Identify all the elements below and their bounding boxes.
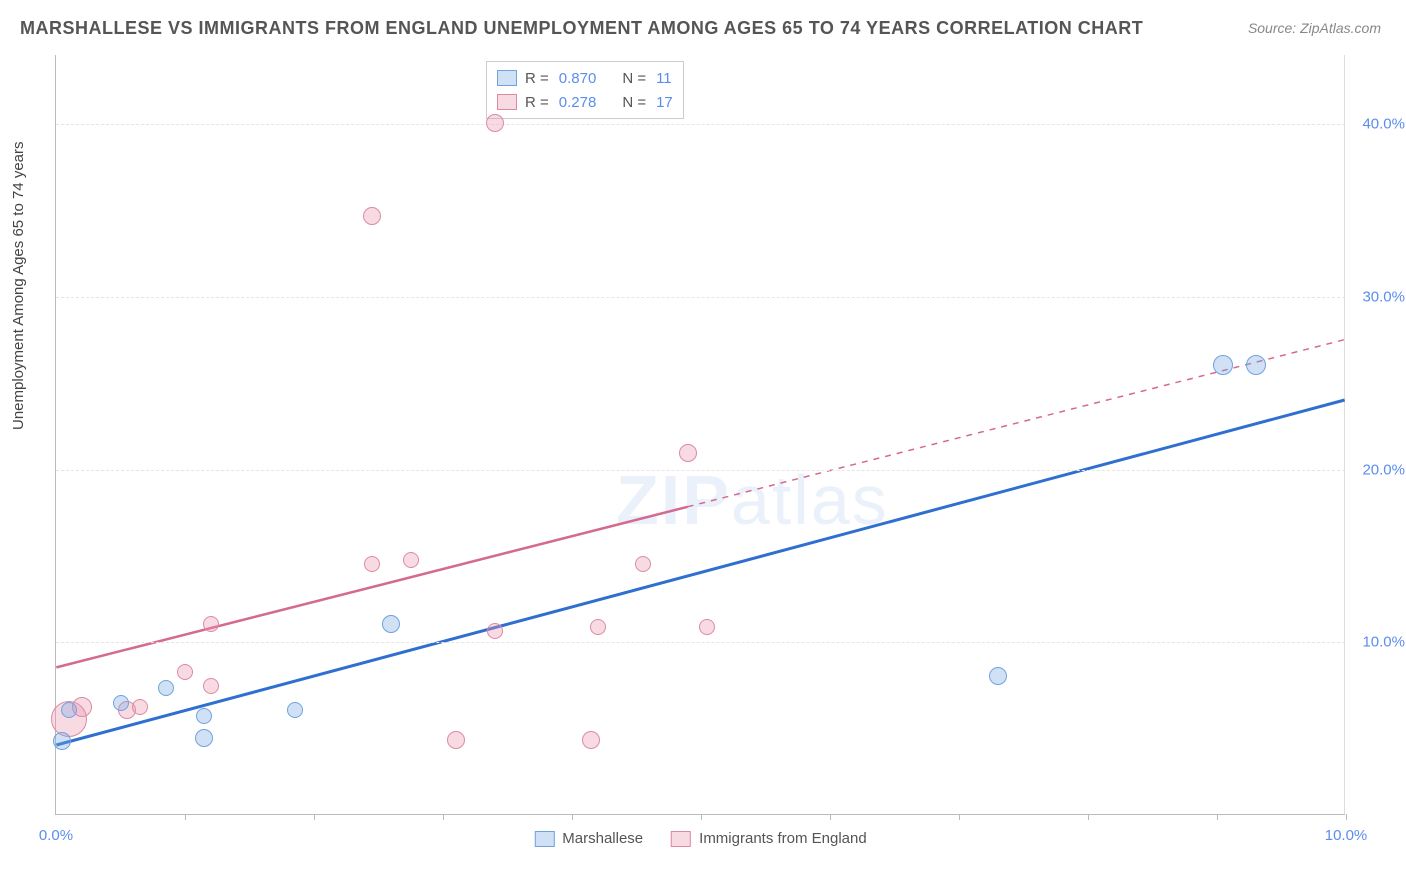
data-point [364,556,380,572]
data-point [203,678,219,694]
data-point [132,699,148,715]
x-tick [443,814,444,820]
data-point [582,731,600,749]
legend-n-label: N = [622,94,646,111]
x-tick [1088,814,1089,820]
data-point [196,708,212,724]
watermark-light: atlas [731,461,889,539]
legend-label: Immigrants from England [699,830,867,847]
gridline [56,470,1345,471]
legend-correlation: R = 0.870 N = 11 R = 0.278 N = 17 [486,61,684,119]
x-tick [314,814,315,820]
legend-swatch [497,70,517,86]
legend-swatch [671,831,691,847]
legend-n-label: N = [622,70,646,87]
data-point [699,619,715,635]
legend-r-label: R = [525,70,549,87]
trend-lines-layer [56,55,1345,814]
gridline [56,124,1345,125]
x-tick [185,814,186,820]
legend-item: Marshallese [534,830,643,847]
trend-line-solid [56,400,1344,745]
legend-r-value: 0.870 [559,70,597,87]
data-point [61,702,77,718]
data-point [679,444,697,462]
data-point [382,615,400,633]
legend-swatch [534,831,554,847]
legend-r-label: R = [525,94,549,111]
x-tick [1346,814,1347,820]
watermark-bold: ZIP [616,461,731,539]
watermark: ZIPatlas [616,460,889,540]
data-point [487,623,503,639]
legend-item: Immigrants from England [671,830,867,847]
legend-n-value: 17 [656,94,673,111]
legend-r-value: 0.278 [559,94,597,111]
legend-series: Marshallese Immigrants from England [534,830,866,847]
legend-label: Marshallese [562,830,643,847]
data-point [1213,355,1233,375]
data-point [363,207,381,225]
data-point [287,702,303,718]
data-point [447,731,465,749]
y-axis-title: Unemployment Among Ages 65 to 74 years [10,141,27,430]
data-point [590,619,606,635]
data-point [486,114,504,132]
data-point [113,695,129,711]
legend-row: R = 0.870 N = 11 [497,66,673,90]
y-tick-label: 20.0% [1362,461,1405,478]
x-tick [830,814,831,820]
gridline [56,297,1345,298]
data-point [203,616,219,632]
data-point [158,680,174,696]
legend-swatch [497,94,517,110]
x-tick [701,814,702,820]
y-tick-label: 30.0% [1362,288,1405,305]
data-point [1246,355,1266,375]
data-point [403,552,419,568]
data-point [177,664,193,680]
data-point [53,732,71,750]
chart-title: MARSHALLESE VS IMMIGRANTS FROM ENGLAND U… [20,18,1143,39]
x-tick [572,814,573,820]
data-point [989,667,1007,685]
source-attribution: Source: ZipAtlas.com [1248,20,1381,36]
y-tick-label: 10.0% [1362,634,1405,651]
x-tick [1217,814,1218,820]
y-tick-label: 40.0% [1362,116,1405,133]
legend-n-value: 11 [656,70,672,87]
data-point [195,729,213,747]
data-point [635,556,651,572]
right-border [1344,55,1345,814]
x-tick-label: 10.0% [1325,827,1368,844]
x-tick-label: 0.0% [39,827,73,844]
legend-row: R = 0.278 N = 17 [497,90,673,114]
plot-area: ZIPatlas R =0.870N =11R =0.278N =17 Mars… [55,55,1345,815]
trend-line-solid [56,507,687,668]
gridline [56,642,1345,643]
x-tick [959,814,960,820]
